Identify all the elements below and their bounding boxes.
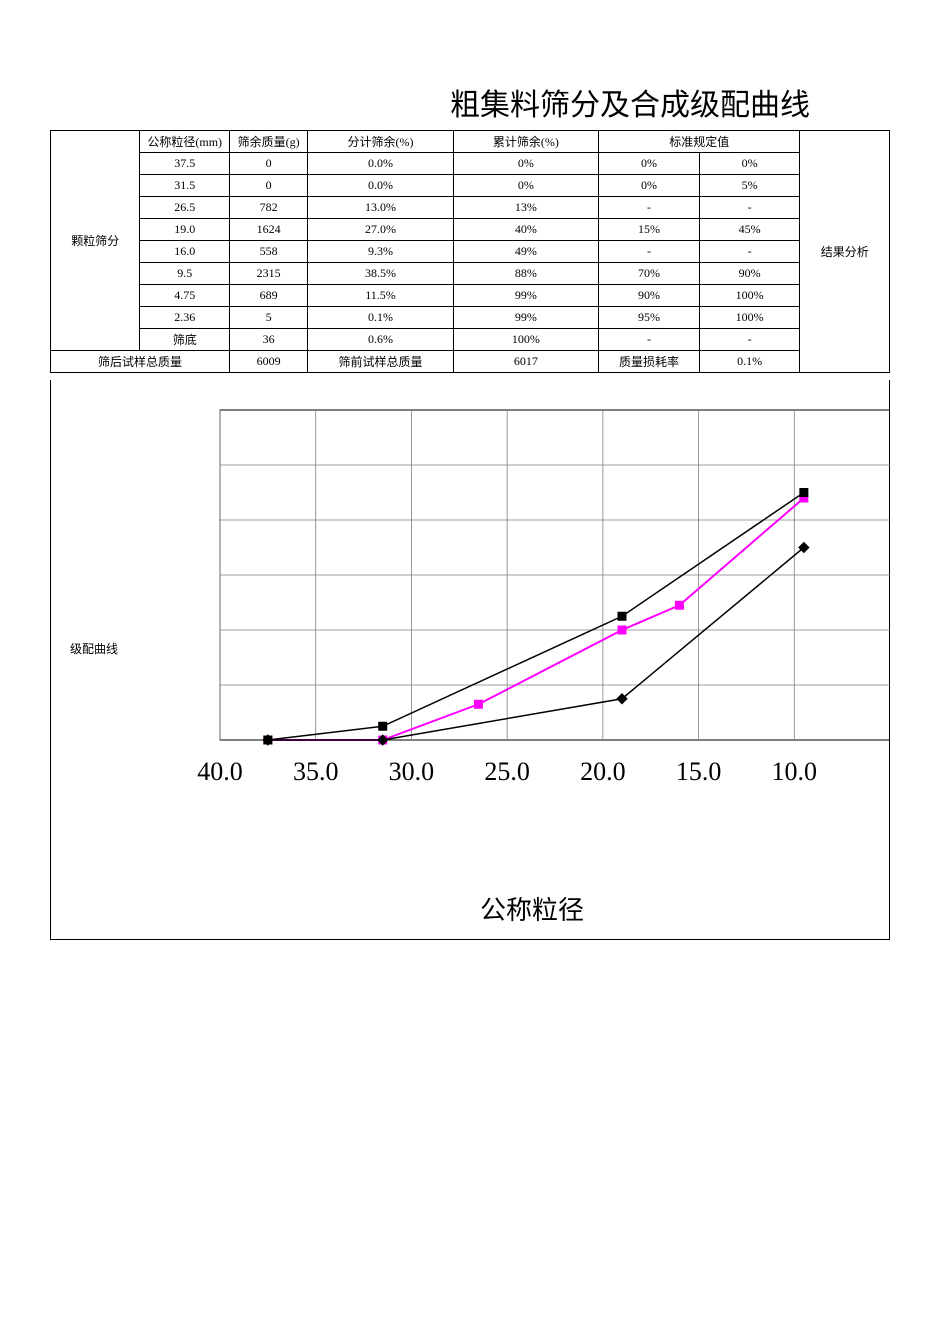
cell-cumul: 88%: [453, 263, 598, 285]
x-axis-label: 公称粒径: [480, 890, 584, 927]
cell-std1: -: [599, 329, 700, 351]
table-row: 9.5231538.5%88%70%90%: [51, 263, 890, 285]
header-cumul: 累计筛余(%): [453, 131, 598, 153]
cell-size: 19.0: [140, 219, 229, 241]
cell-partial: 38.5%: [308, 263, 453, 285]
cell-size: 26.5: [140, 197, 229, 219]
cell-mass: 5: [229, 307, 307, 329]
header-standard: 标准规定值: [599, 131, 800, 153]
table-row: 4.7568911.5%99%90%100%: [51, 285, 890, 307]
footer-after-val: 6009: [229, 351, 307, 373]
cell-size: 2.36: [140, 307, 229, 329]
table-row: 筛底360.6%100%--: [51, 329, 890, 351]
table-row: 16.05589.3%49%--: [51, 241, 890, 263]
cell-size: 37.5: [140, 153, 229, 175]
table-row: 19.0162427.0%40%15%45%: [51, 219, 890, 241]
cell-mass: 0: [229, 175, 307, 197]
cell-std2: 100%: [699, 307, 800, 329]
svg-text:35.0: 35.0: [293, 757, 339, 786]
table-row: 2.3650.1%99%95%100%: [51, 307, 890, 329]
cell-mass: 689: [229, 285, 307, 307]
cell-std2: -: [699, 197, 800, 219]
svg-text:15.0: 15.0: [676, 757, 722, 786]
cell-mass: 0: [229, 153, 307, 175]
cell-mass: 2315: [229, 263, 307, 285]
sieve-table: 颗粒筛分 公称粒径(mm) 筛余质量(g) 分计筛余(%) 累计筛余(%) 标准…: [50, 130, 890, 373]
cell-partial: 11.5%: [308, 285, 453, 307]
cell-partial: 0.1%: [308, 307, 453, 329]
cell-mass: 558: [229, 241, 307, 263]
cell-std2: -: [699, 241, 800, 263]
sieve-table-wrap: 颗粒筛分 公称粒径(mm) 筛余质量(g) 分计筛余(%) 累计筛余(%) 标准…: [50, 130, 890, 373]
cell-std2: -: [699, 329, 800, 351]
cell-cumul: 100%: [453, 329, 598, 351]
cell-cumul: 99%: [453, 285, 598, 307]
cell-cumul: 99%: [453, 307, 598, 329]
result-label: 结果分析: [800, 131, 890, 373]
cell-cumul: 49%: [453, 241, 598, 263]
table-header-row: 颗粒筛分 公称粒径(mm) 筛余质量(g) 分计筛余(%) 累计筛余(%) 标准…: [51, 131, 890, 153]
footer-before-val: 6017: [453, 351, 598, 373]
header-mass: 筛余质量(g): [229, 131, 307, 153]
footer-before-label: 筛前试样总质量: [308, 351, 453, 373]
cell-std2: 5%: [699, 175, 800, 197]
cell-partial: 0.0%: [308, 175, 453, 197]
cell-std1: -: [599, 241, 700, 263]
table-row: 37.500.0%0%0%0%: [51, 153, 890, 175]
footer-loss-val: 0.1%: [699, 351, 800, 373]
page-title: 粗集料筛分及合成级配曲线: [450, 80, 810, 124]
svg-text:25.0: 25.0: [484, 757, 529, 786]
cell-partial: 9.3%: [308, 241, 453, 263]
header-size: 公称粒径(mm): [140, 131, 229, 153]
cell-std1: 90%: [599, 285, 700, 307]
cell-std1: -: [599, 197, 700, 219]
cell-mass: 1624: [229, 219, 307, 241]
table-row: 31.500.0%0%0%5%: [51, 175, 890, 197]
table-row: 26.578213.0%13%--: [51, 197, 890, 219]
svg-text:30.0: 30.0: [389, 757, 435, 786]
cell-partial: 13.0%: [308, 197, 453, 219]
gradation-chart: 40.0 35.0 30.0 25.0 20.0 15.0 10.0: [190, 400, 890, 900]
cell-partial: 0.6%: [308, 329, 453, 351]
cell-std1: 15%: [599, 219, 700, 241]
footer-after-label: 筛后试样总质量: [51, 351, 230, 373]
cell-size: 31.5: [140, 175, 229, 197]
cell-cumul: 0%: [453, 175, 598, 197]
cell-cumul: 13%: [453, 197, 598, 219]
cell-std1: 95%: [599, 307, 700, 329]
cell-std1: 70%: [599, 263, 700, 285]
cell-mass: 782: [229, 197, 307, 219]
cell-size: 4.75: [140, 285, 229, 307]
footer-loss-label: 质量损耗率: [599, 351, 700, 373]
cell-partial: 27.0%: [308, 219, 453, 241]
svg-text:20.0: 20.0: [580, 757, 626, 786]
cell-size: 9.5: [140, 263, 229, 285]
cell-std2: 0%: [699, 153, 800, 175]
cell-size: 16.0: [140, 241, 229, 263]
header-partial: 分计筛余(%): [308, 131, 453, 153]
chart-side-label: 级配曲线: [70, 640, 118, 657]
cell-size: 筛底: [140, 329, 229, 351]
svg-text:10.0: 10.0: [772, 757, 818, 786]
cell-std1: 0%: [599, 153, 700, 175]
cell-mass: 36: [229, 329, 307, 351]
section-label: 颗粒筛分: [51, 131, 140, 351]
svg-text:40.0: 40.0: [197, 757, 243, 786]
cell-cumul: 40%: [453, 219, 598, 241]
cell-std1: 0%: [599, 175, 700, 197]
cell-partial: 0.0%: [308, 153, 453, 175]
cell-std2: 100%: [699, 285, 800, 307]
table-footer-row: 筛后试样总质量 6009 筛前试样总质量 6017 质量损耗率 0.1%: [51, 351, 890, 373]
cell-cumul: 0%: [453, 153, 598, 175]
cell-std2: 45%: [699, 219, 800, 241]
cell-std2: 90%: [699, 263, 800, 285]
